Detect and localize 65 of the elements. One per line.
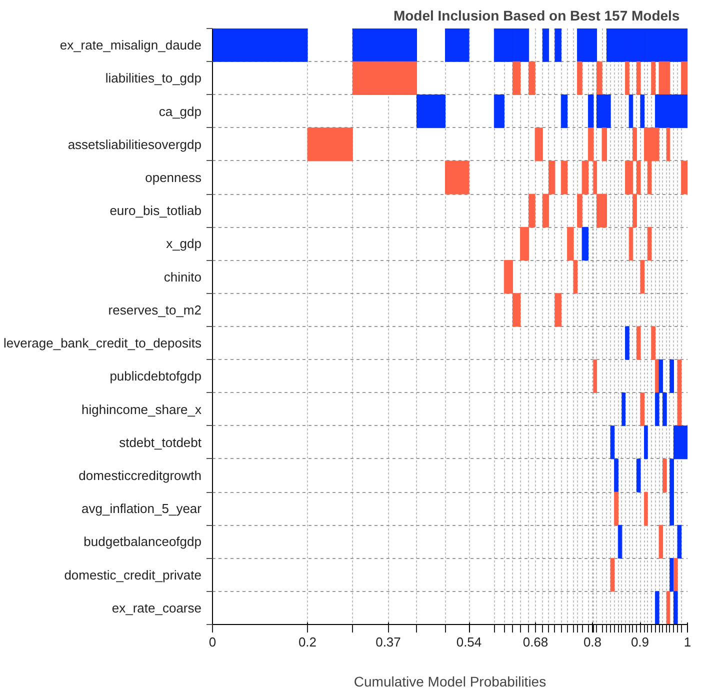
y-tick-label: domesticcreditgrowth — [78, 468, 202, 483]
y-tick-label: reserves_to_m2 — [108, 302, 202, 318]
bar — [622, 392, 626, 426]
y-tick-label: stdebt_totdebt — [119, 434, 202, 450]
y-tick-label: ex_rate_misalign_daude — [60, 38, 202, 53]
y-tick-label: x_gdp — [166, 236, 202, 252]
y-tick-label: openness — [145, 170, 202, 185]
x-tick-label: 0.54 — [456, 634, 482, 650]
bar — [670, 28, 674, 62]
bar — [670, 359, 674, 393]
y-tick-label: assetsliabilitiesovergdp — [68, 136, 202, 152]
bar — [670, 94, 674, 128]
bar — [677, 524, 682, 559]
y-tick-label: publicdebtofgdp — [110, 368, 202, 384]
bar — [577, 61, 582, 95]
bar — [610, 28, 615, 62]
bar — [654, 591, 660, 624]
y-tick-label: leverage_bank_credit_to_deposits — [3, 336, 202, 351]
x-tick-label: 0 — [208, 634, 216, 650]
bar — [618, 524, 622, 559]
bar — [416, 94, 446, 128]
y-tick-label: avg_inflation_5_year — [82, 501, 202, 516]
y-tick-label: highincome_share_x — [82, 402, 202, 417]
bar — [528, 61, 536, 95]
bar — [662, 28, 667, 62]
y-tick-label: domestic_credit_private — [64, 567, 202, 582]
bar — [212, 28, 308, 62]
x-tick-label: 0.9 — [630, 634, 650, 650]
chart-title: Model Inclusion Based on Best 157 Models — [393, 8, 680, 24]
bar — [588, 94, 594, 128]
x-tick-label: 0.8 — [583, 634, 602, 650]
bar — [614, 28, 618, 62]
bar — [512, 61, 521, 95]
y-tick-label: budgetbalanceofgdp — [84, 534, 202, 550]
bar — [647, 226, 652, 261]
bar — [658, 94, 664, 128]
x-tick-label: 0.37 — [376, 634, 401, 650]
bar — [681, 94, 688, 128]
y-tick-label: chinito — [164, 269, 202, 284]
y-tick-label: liabilities_to_gdp — [105, 70, 202, 86]
bar — [666, 128, 670, 162]
x-tick-label: 0.68 — [522, 634, 548, 650]
y-tick-label: euro_bis_totliab — [110, 203, 202, 218]
bar — [636, 326, 641, 360]
bar — [582, 226, 588, 261]
bar — [307, 128, 353, 162]
bar — [651, 61, 656, 95]
y-tick-label: ca_gdp — [158, 104, 202, 119]
bar — [593, 359, 598, 393]
x-axis-title: Cumulative Model Probabilities — [354, 674, 546, 690]
bar — [666, 591, 670, 624]
bar — [662, 94, 667, 128]
bar — [681, 28, 688, 62]
bar — [596, 61, 602, 95]
y-tick-label: ex_rate_coarse — [112, 600, 202, 616]
bar — [681, 426, 688, 460]
bar — [636, 61, 641, 95]
x-tick-label: 1 — [684, 634, 692, 650]
bar — [534, 128, 543, 162]
bar — [494, 94, 504, 128]
bar — [622, 28, 626, 62]
x-tick-label: 0.2 — [298, 634, 317, 650]
bar — [658, 28, 664, 62]
bar — [602, 128, 607, 162]
bar — [666, 61, 670, 95]
